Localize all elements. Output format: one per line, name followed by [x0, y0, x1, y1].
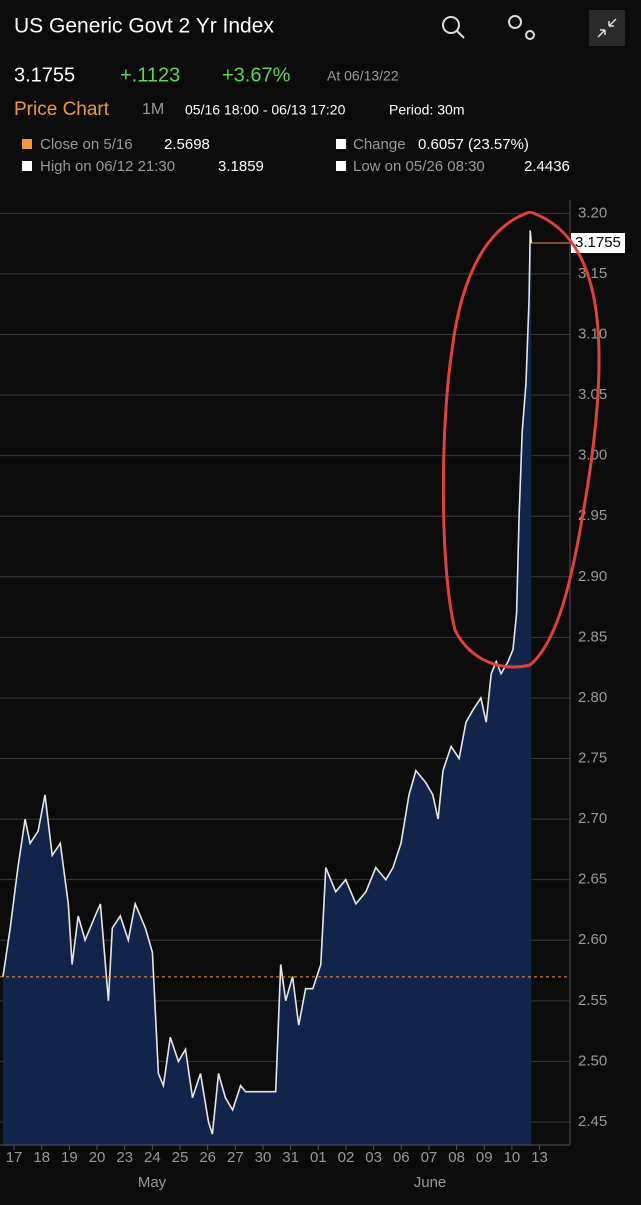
change-pct: +3.67%	[222, 64, 291, 86]
x-tick-label: 01	[310, 1149, 327, 1166]
x-tick-label: 10	[504, 1149, 521, 1166]
last-value-box	[571, 233, 625, 254]
stat-label: Change	[353, 136, 406, 153]
y-tick-label: 2.95	[578, 507, 607, 524]
legend-swatch	[336, 161, 346, 171]
last-value-label: 3.1755	[575, 234, 621, 251]
x-tick-label: 20	[89, 1149, 106, 1166]
stat-value: 0.6057 (23.57%)	[418, 136, 529, 153]
x-tick-label: 31	[282, 1149, 299, 1166]
legend-swatch	[22, 139, 32, 149]
legend-swatch	[336, 139, 346, 149]
x-tick-label: 24	[144, 1149, 161, 1166]
price: 3.1755	[14, 64, 75, 86]
y-tick-label: 3.20	[578, 204, 607, 221]
month-label: June	[414, 1174, 447, 1191]
y-tick-label: 2.70	[578, 810, 607, 827]
tab-label[interactable]: Price Chart	[14, 99, 110, 120]
dates: 05/16 18:00 - 06/13 17:20	[185, 102, 346, 118]
range[interactable]: 1M	[142, 101, 164, 118]
settings-icon[interactable]	[508, 15, 535, 40]
stat-label: High on 06/12 21:30	[40, 158, 175, 175]
y-tick-label: 3.15	[578, 265, 607, 282]
x-tick-label: 30	[255, 1149, 272, 1166]
y-tick-label: 2.90	[578, 568, 607, 585]
x-tick-label: 06	[393, 1149, 410, 1166]
plot: 2.45 2.50 2.55 2.60 2.65 2.70 2.75 2.80 2.85 2.90…	[0, 200, 625, 1191]
period: Period: 30m	[389, 102, 464, 118]
x-tick-label: 02	[338, 1149, 355, 1166]
x-tick-label: 17	[6, 1149, 23, 1166]
stat-value: 2.5698	[164, 136, 210, 153]
search-icon[interactable]	[442, 16, 465, 39]
legend-swatch	[22, 161, 32, 171]
stat-value: 3.1859	[218, 158, 264, 175]
y-tick-label: 3.05	[578, 386, 607, 403]
y-tick-label: 2.60	[578, 931, 607, 948]
y-tick-label: 2.55	[578, 992, 607, 1009]
x-tick-label: 27	[227, 1149, 244, 1166]
title: US Generic Govt 2 Yr Index	[14, 15, 274, 38]
stat-label: Low on 05/26 08:30	[353, 158, 485, 175]
annotation-circle	[441, 210, 601, 669]
x-tick-label: 25	[172, 1149, 189, 1166]
line	[2, 230, 533, 1135]
change: +.1123	[120, 64, 180, 86]
x-tick-label: 19	[61, 1149, 78, 1166]
y-tick-label: 2.75	[578, 749, 607, 766]
as-of: At 06/13/22	[327, 68, 399, 84]
stat-label: Close on 5/16	[40, 136, 133, 153]
y-tick-label: 2.65	[578, 871, 607, 888]
x-tick-label: 08	[448, 1149, 465, 1166]
y-tick-label: 2.45	[578, 1113, 607, 1130]
x-tick-label: 07	[421, 1149, 438, 1166]
y-tick-label: 2.85	[578, 628, 607, 645]
stat-value: 2.4436	[524, 158, 570, 175]
area	[3, 230, 532, 1145]
x-tick-label: 03	[365, 1149, 382, 1166]
collapse-button[interactable]	[589, 10, 625, 46]
month-label: May	[138, 1174, 167, 1191]
y-tick-label: 3.10	[578, 325, 607, 342]
x-tick-label: 26	[199, 1149, 216, 1166]
x-tick-label: 23	[116, 1149, 133, 1166]
y-tick-label: 2.50	[578, 1052, 607, 1069]
x-tick-label: 13	[531, 1149, 548, 1166]
y-tick-label: 2.80	[578, 689, 607, 706]
x-tick-label: 09	[476, 1149, 493, 1166]
x-tick-label: 18	[33, 1149, 50, 1166]
